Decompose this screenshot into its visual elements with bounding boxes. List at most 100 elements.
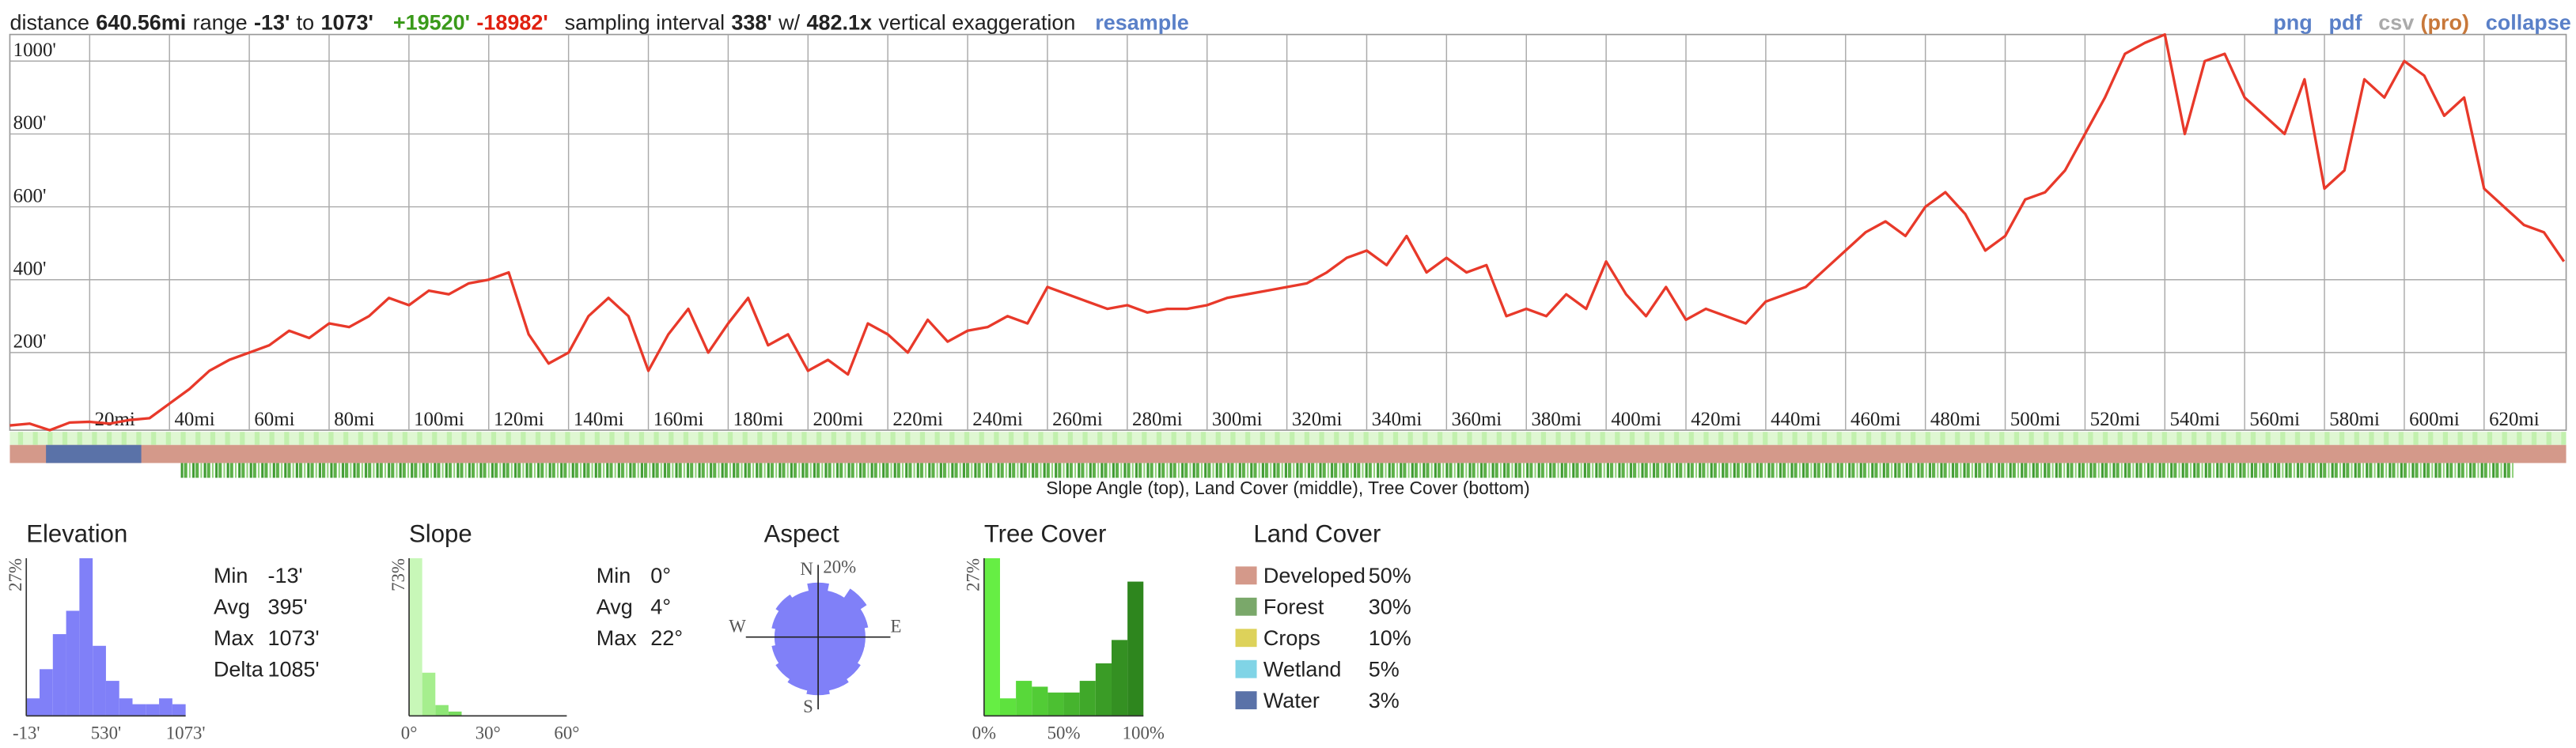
legend-swatch [1235,597,1257,616]
x-tick-label: 260mi [1052,409,1103,430]
x-tick-label: 600mi [2409,409,2460,430]
x-tick-label: 460mi [1851,409,1901,430]
x-tick-label: 340mi [1372,409,1422,430]
x-tick-label: 1073' [166,723,206,742]
label: sampling interval [565,10,725,34]
legend-value: 10% [1369,626,1411,650]
direction-label: N [800,559,813,579]
histogram-bar [1063,692,1080,716]
collapse-link[interactable]: collapse [2486,10,2571,34]
histogram-bar [435,705,449,716]
x-tick-label: 120mi [494,409,544,430]
histogram-bar [66,610,80,716]
elevation-line [9,32,2566,432]
x-tick-label: 60mi [254,409,294,430]
png-link[interactable]: png [2273,10,2312,34]
panel-title: Aspect [764,519,840,547]
x-tick-label: 160mi [653,409,704,430]
aspect-sector [775,594,819,638]
histogram-bar [132,704,146,716]
loss: -18982' [476,10,547,34]
toolbar: png pdf csv (pro) collapse [2273,10,2570,34]
x-tick-label: 560mi [2249,409,2300,430]
stat-value: 0° [650,564,671,587]
direction-label: S [803,697,813,716]
y-tick-label: 800' [13,112,47,134]
stat-label: Avg [214,595,250,619]
x-tick-label: 580mi [2329,409,2380,430]
x-tick-label: 530' [91,723,121,742]
legend-label: Crops [1263,626,1320,650]
direction-label: E [890,616,901,636]
histogram-bar [448,711,462,716]
histogram-bar [1079,681,1096,716]
stat-label: Avg [597,595,633,619]
x-tick-label: 420mi [1691,409,1741,430]
stat-label: Min [597,564,631,587]
histogram-bar [1032,686,1048,716]
legend-value: 5% [1369,658,1400,682]
histogram-bar [40,669,53,716]
histogram-bar [1047,692,1064,716]
x-tick-label: 480mi [1930,409,1981,430]
x-tick-label: 100% [1123,723,1165,742]
label: w/ [778,10,800,34]
label: range [193,10,248,34]
histogram-bar [105,681,119,716]
pdf-link[interactable]: pdf [2328,10,2362,34]
pro-badge[interactable]: (pro) [2421,10,2469,34]
x-tick-label: 380mi [1531,409,1582,430]
x-tick-label: 0% [972,723,996,742]
x-tick-label: 30° [475,723,501,742]
x-tick-label: 0° [401,723,418,742]
aspect-sector [771,637,819,664]
x-tick-label: 280mi [1132,409,1183,430]
histogram-bar [146,704,160,716]
legend-swatch [1235,659,1257,678]
histogram-bar [119,698,133,716]
legend-value: 3% [1369,689,1400,712]
histogram-bar [409,558,422,716]
x-tick-label: 540mi [2170,409,2221,430]
x-tick-label: 620mi [2489,409,2540,430]
aspect-sector [791,590,819,637]
x-tick-label: 60° [554,723,579,742]
legend-value: 30% [1369,595,1411,619]
x-tick-label: -13' [13,723,40,742]
x-tick-label: 320mi [1292,409,1343,430]
stat-label: Max [214,626,254,650]
y-tick-label: 1000' [13,40,56,61]
histogram-bar [1127,581,1144,716]
y-tick-label: 200' [13,331,47,353]
x-tick-label: 500mi [2010,409,2061,430]
landcover-band [9,444,2567,463]
x-tick-label: 400mi [1611,409,1661,430]
resample-link[interactable]: resample [1095,10,1189,34]
stat-value: 1085' [267,658,319,682]
y-tick-label: 73% [388,558,408,591]
treecover-band [180,463,2514,478]
histogram-bar [983,558,1000,716]
x-tick-label: 50% [1047,723,1081,742]
y-tick-label: 27% [6,558,25,591]
slope-band [9,432,2567,445]
x-tick-label: 220mi [892,409,943,430]
histogram-bar [52,634,66,716]
panel-title: Slope [409,519,472,547]
legend-label: Developed [1263,564,1366,587]
gain: +19520' [393,10,470,34]
value: 338' [731,10,771,34]
x-tick-label: 200mi [813,409,864,430]
label: distance [9,10,89,34]
y-tick-label: 600' [13,185,47,206]
stat-label: Delta [214,658,263,682]
value: 640.56mi [96,10,186,34]
y-tick-label: 27% [964,558,983,591]
panel-title: Elevation [26,519,127,547]
stat-value: 1073' [267,626,319,650]
csv-link[interactable]: csv [2378,10,2414,34]
x-tick-label: 100mi [414,409,464,430]
panel-title: Land Cover [1253,519,1381,547]
